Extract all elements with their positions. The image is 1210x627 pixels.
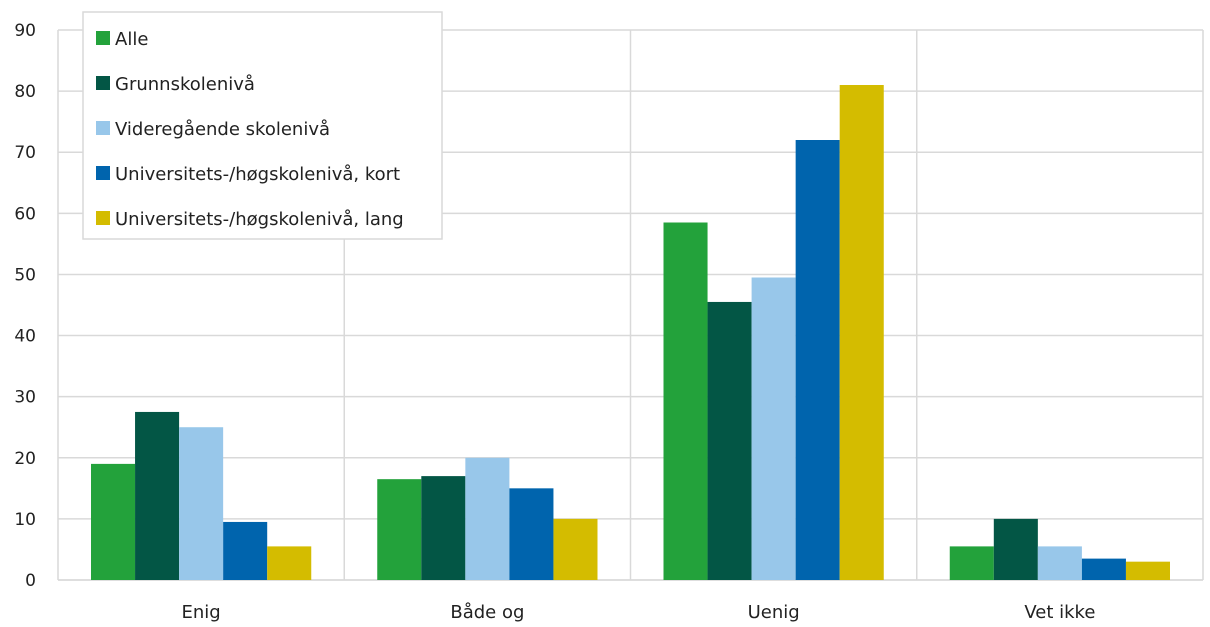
bar-2-series-5 (553, 518, 598, 580)
bar-3-series-2 (707, 301, 752, 580)
bar-4-series-3 (1037, 546, 1082, 580)
y-tick-label: 90 (14, 21, 36, 41)
x-tick-label: Vet ikke (1024, 602, 1095, 623)
y-axis-ticks: 0 10 20 30 40 50 60 70 80 90 (14, 21, 36, 591)
legend-swatch (96, 211, 110, 225)
x-tick-label: Enig (182, 602, 221, 623)
x-tick-label: Uenig (748, 602, 800, 623)
x-axis-ticks: Enig Både og Uenig Vet ikke (182, 602, 1096, 623)
legend-swatch (96, 121, 110, 135)
bar-1-series-2 (135, 411, 180, 580)
bar-1-series-1 (91, 463, 136, 580)
y-tick-label: 40 (14, 327, 36, 347)
y-tick-label: 70 (14, 143, 36, 163)
bar-3-series-1 (663, 222, 708, 580)
bar-3-series-5 (839, 85, 884, 580)
y-tick-label: 10 (14, 510, 36, 530)
bar-1-series-5 (267, 546, 312, 580)
x-tick-label: Både og (450, 602, 524, 623)
bars (91, 85, 1170, 580)
y-tick-label: 30 (14, 388, 36, 408)
legend-label: Alle (115, 29, 148, 50)
y-tick-label: 20 (14, 449, 36, 469)
y-tick-label: 80 (14, 82, 36, 102)
bar-2-series-1 (377, 479, 422, 580)
legend-label: Videregående skolenivå (115, 119, 330, 140)
legend-swatch (96, 166, 110, 180)
legend-swatch (96, 76, 110, 90)
bar-1-series-4 (223, 521, 268, 580)
y-tick-label: 0 (25, 571, 36, 591)
bar-2-series-2 (421, 476, 466, 580)
bar-2-series-3 (465, 457, 510, 580)
legend-box (82, 11, 443, 240)
bar-3-series-3 (751, 277, 796, 580)
bar-2-series-4 (509, 488, 554, 580)
bar-4-series-1 (949, 546, 994, 580)
y-tick-label: 60 (14, 204, 36, 224)
legend-label: Universitets-/høgskolenivå, lang (115, 209, 404, 230)
legend-label: Grunnskolenivå (115, 74, 255, 95)
bar-3-series-4 (795, 140, 840, 580)
bar-4-series-5 (1125, 561, 1170, 580)
bar-4-series-4 (1081, 558, 1126, 580)
y-tick-label: 50 (14, 265, 36, 285)
legend: Alle Grunnskolenivå Videregående skolenivå… (82, 11, 443, 240)
bar-1-series-3 (179, 427, 224, 580)
bar-4-series-2 (993, 518, 1038, 580)
legend-label: Universitets-/høgskolenivå, kort (115, 164, 400, 185)
legend-swatch (96, 31, 110, 45)
